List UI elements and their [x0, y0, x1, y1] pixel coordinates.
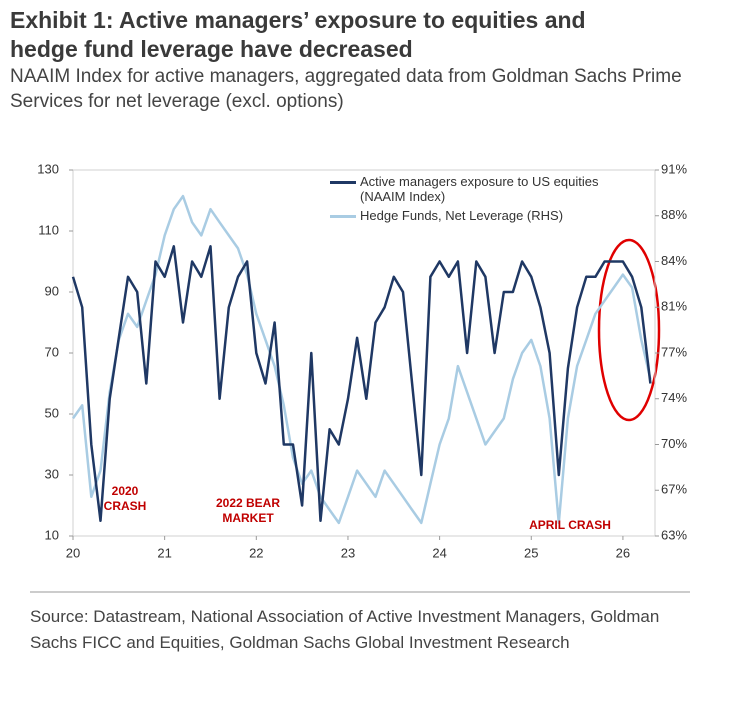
source: Source: Datastream, National Association… [30, 607, 660, 652]
y-tick-label: 50 [45, 405, 59, 420]
annotation: APRIL CRASH [529, 518, 611, 532]
annotation: 2022 BEAR MARKET [215, 496, 281, 525]
x-tick-label: 22 [249, 545, 263, 560]
y2-tick-label: 67% [661, 482, 687, 497]
legend-label: Hedge Funds, Net Leverage (RHS) [360, 208, 564, 223]
series-line [71, 194, 652, 525]
legend-entry: Hedge Funds, Net Leverage (RHS) [330, 208, 630, 223]
y2-tick-label: 74% [661, 390, 687, 405]
y-tick-label: 90 [45, 283, 59, 298]
legend-swatch [330, 215, 356, 218]
y-tick-label: 130 [37, 161, 59, 176]
y-tick-label: 10 [45, 527, 59, 542]
title: Exhibit 1: Active managers’ exposure to … [10, 7, 586, 62]
legend-label: Active managers exposure to US equities … [360, 174, 599, 204]
y2-tick-label: 70% [661, 436, 687, 451]
subtitle: NAAIM Index for active managers, aggrega… [10, 66, 682, 112]
y2-tick-label: 63% [661, 527, 687, 542]
y2-tick-label: 81% [661, 299, 687, 314]
x-tick-label: 26 [616, 545, 630, 560]
legend-entry: Active managers exposure to US equities … [330, 174, 630, 204]
x-tick-label: 20 [66, 545, 80, 560]
y2-tick-label: 77% [661, 344, 687, 359]
x-tick-label: 25 [524, 545, 538, 560]
y2-tick-label: 88% [661, 207, 687, 222]
y2-tick-label: 91% [661, 161, 687, 176]
legend-swatch [330, 181, 356, 184]
highlight-ellipse [597, 238, 661, 422]
x-tick-label: 21 [157, 545, 171, 560]
annotation: 2020 CRASH [103, 484, 147, 513]
x-tick-label: 23 [341, 545, 355, 560]
y2-tick-label: 84% [661, 253, 687, 268]
y-tick-label: 110 [38, 222, 59, 237]
series-line [71, 245, 652, 523]
y-tick-label: 30 [45, 466, 59, 481]
y-tick-label: 70 [45, 344, 59, 359]
legend: Active managers exposure to US equities … [330, 174, 630, 227]
x-tick-label: 24 [432, 545, 446, 560]
